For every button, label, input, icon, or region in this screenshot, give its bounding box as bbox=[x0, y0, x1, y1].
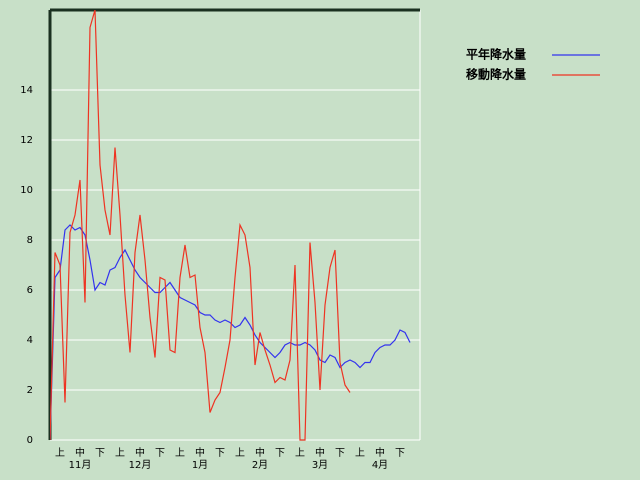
y-tick-label: 0 bbox=[27, 435, 33, 446]
x-tick-label: 上 bbox=[355, 447, 365, 459]
x-tick-label: 下 bbox=[155, 448, 165, 459]
y-tick-label: 2 bbox=[27, 385, 33, 396]
month-label: 1月 bbox=[192, 459, 208, 471]
y-tick-label: 14 bbox=[20, 85, 33, 96]
x-tick-label: 上 bbox=[175, 447, 185, 459]
x-tick-label: 上 bbox=[115, 447, 125, 459]
month-label: 12月 bbox=[129, 459, 152, 471]
x-tick-label: 上 bbox=[295, 447, 305, 459]
x-tick-label: 中 bbox=[75, 446, 85, 459]
x-tick-label: 中 bbox=[375, 446, 385, 459]
month-label: 2月 bbox=[252, 459, 268, 471]
legend-label: 移動降水量 bbox=[466, 67, 526, 82]
y-tick-label: 12 bbox=[20, 135, 33, 146]
y-tick-label: 6 bbox=[27, 285, 33, 296]
x-tick-label: 上 bbox=[235, 447, 245, 459]
x-tick-label: 中 bbox=[315, 446, 325, 459]
x-tick-label: 上 bbox=[55, 447, 65, 459]
x-tick-label: 下 bbox=[335, 448, 345, 459]
y-tick-label: 10 bbox=[20, 185, 33, 196]
x-tick-label: 中 bbox=[255, 446, 265, 459]
series-line bbox=[50, 10, 351, 441]
x-tick-label: 下 bbox=[275, 448, 285, 459]
y-tick-label: 4 bbox=[27, 335, 33, 346]
x-tick-label: 下 bbox=[215, 448, 225, 459]
x-tick-label: 中 bbox=[135, 446, 145, 459]
y-tick-label: 8 bbox=[27, 235, 33, 246]
month-label: 11月 bbox=[69, 459, 92, 471]
series-line bbox=[50, 224, 411, 441]
month-label: 3月 bbox=[312, 459, 328, 471]
x-tick-label: 下 bbox=[95, 448, 105, 459]
x-tick-label: 下 bbox=[395, 448, 405, 459]
x-tick-label: 中 bbox=[195, 446, 205, 459]
legend-label: 平年降水量 bbox=[466, 47, 526, 62]
month-label: 4月 bbox=[372, 459, 388, 471]
